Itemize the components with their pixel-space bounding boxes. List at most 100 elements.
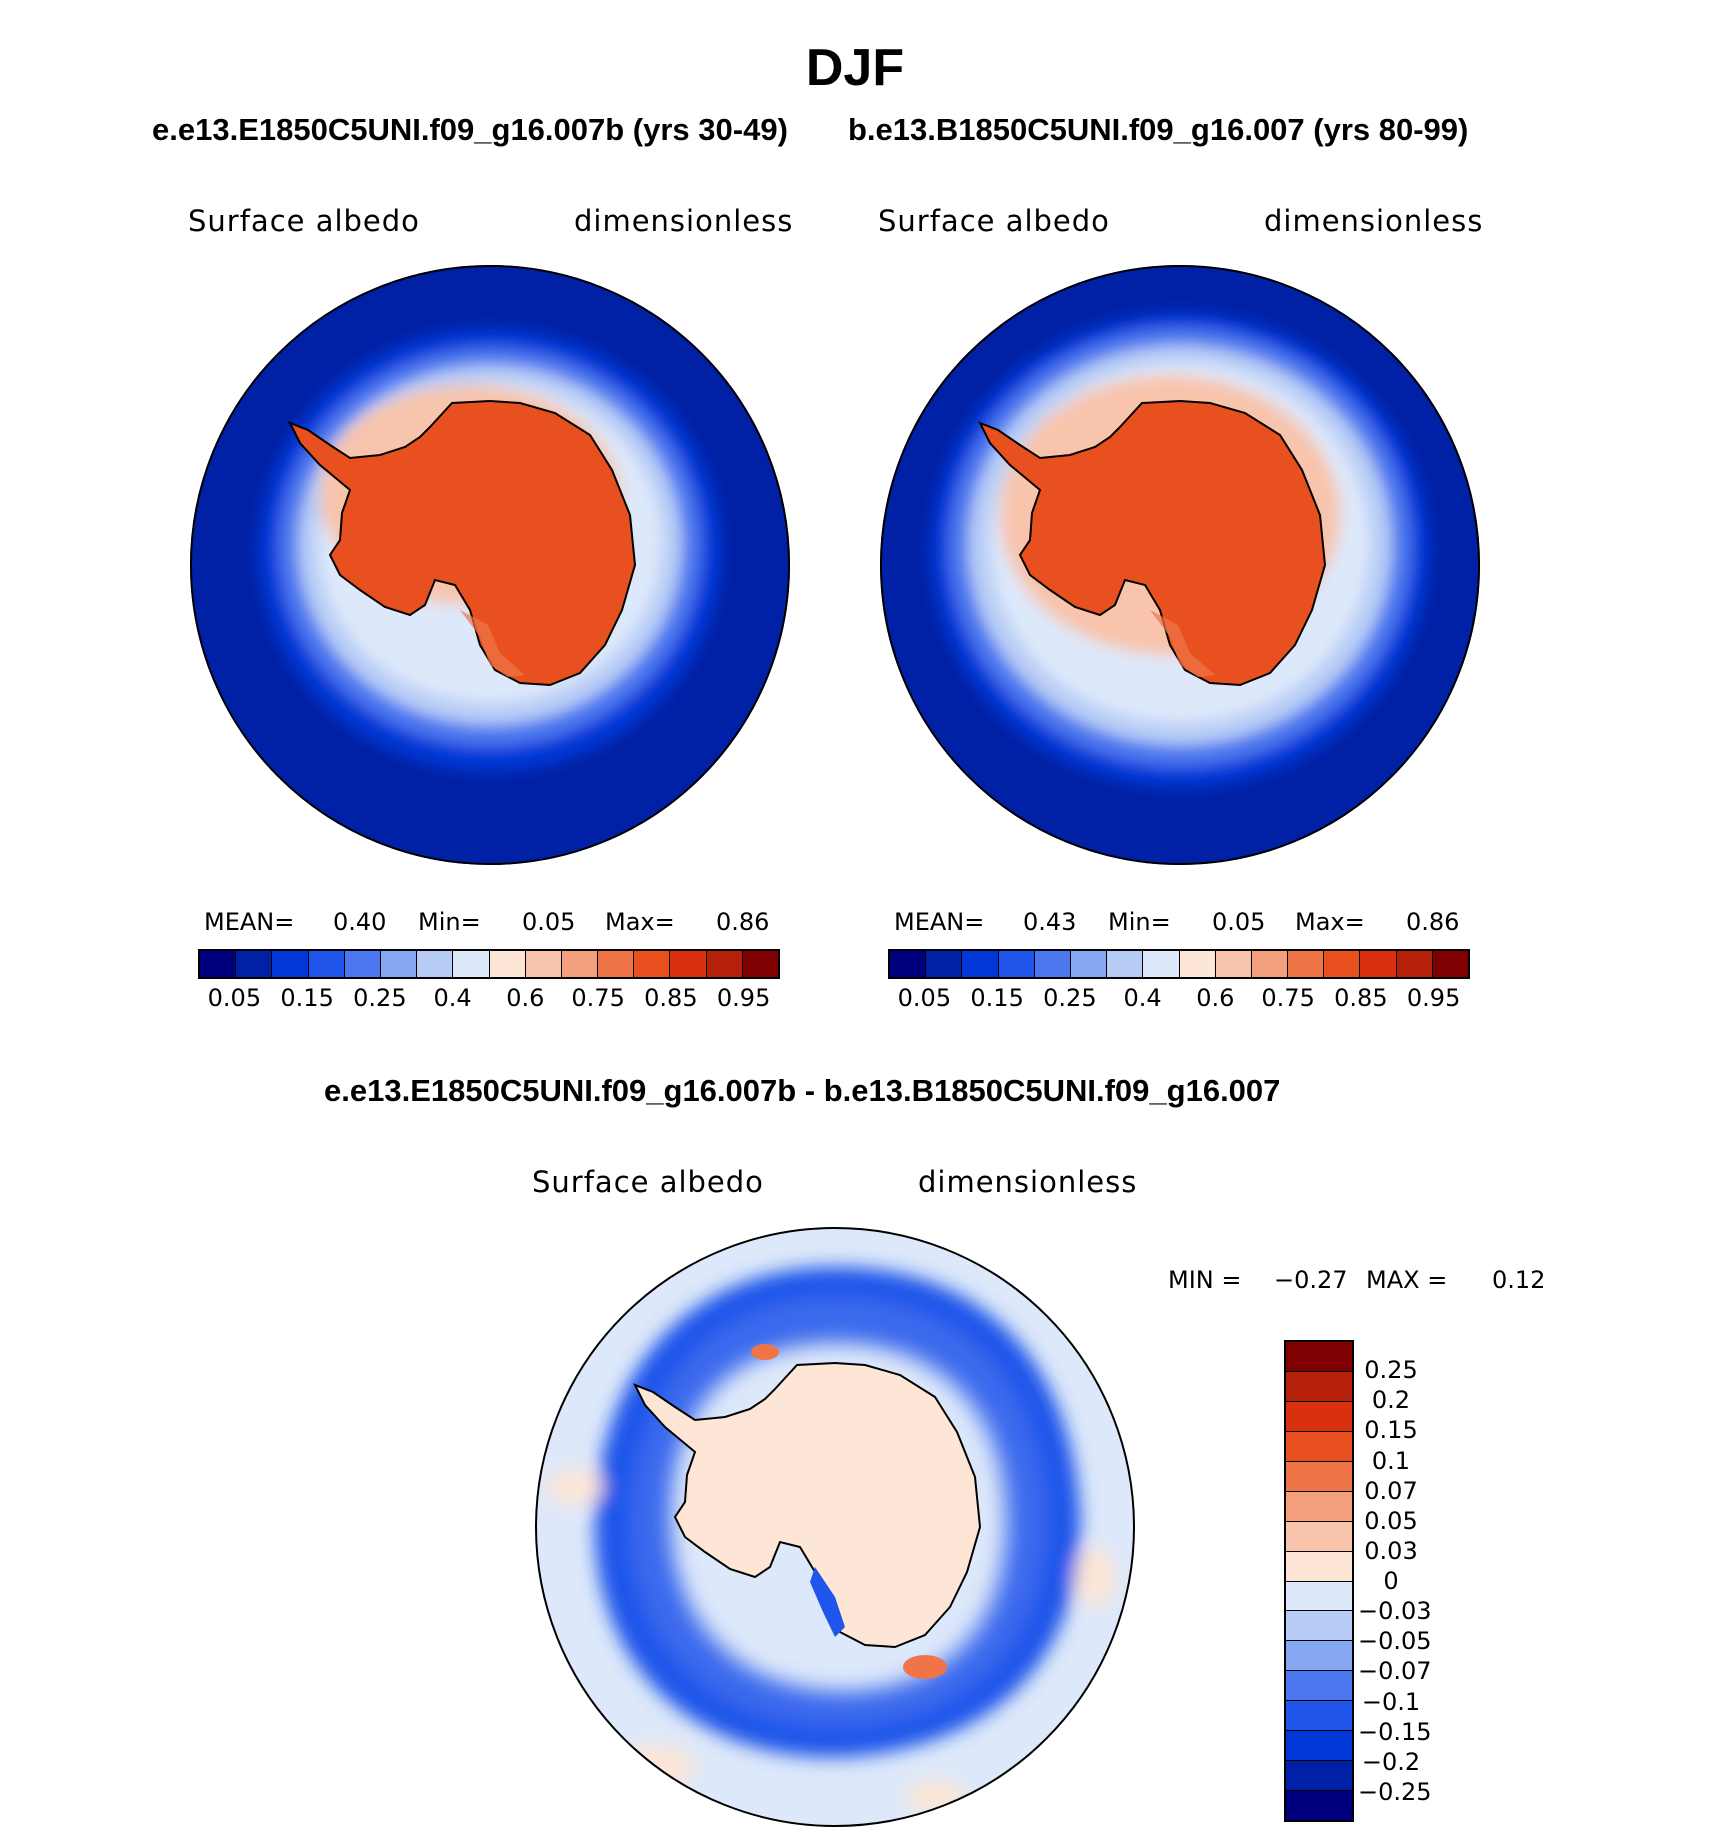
colorbar-swatch xyxy=(1286,1342,1352,1372)
ice-shelf-patch xyxy=(460,610,525,677)
colorbar-swatch xyxy=(1143,951,1180,977)
colorbar-tick-label: 0.25 xyxy=(353,984,407,1012)
colorbar-tick-label: 0.03 xyxy=(1364,1536,1418,1565)
colorbar-swatch xyxy=(453,951,490,977)
positive-patch-right xyxy=(1075,1547,1115,1607)
colorbar-tick-label: 0.6 xyxy=(506,984,545,1012)
diff-min-label: MIN = xyxy=(1168,1266,1242,1294)
colorbar-tick-label: 0.95 xyxy=(716,984,771,1012)
ice-shelf-patch xyxy=(1150,610,1215,677)
colorbar-tick-label: 0.4 xyxy=(433,984,472,1012)
panel2-mean-label: MEAN= xyxy=(894,908,985,936)
colorbar-swatch xyxy=(561,951,599,977)
colorbar-swatch xyxy=(525,951,562,977)
colorbar-swatch xyxy=(1179,951,1216,977)
negative-patch-rossea xyxy=(810,1567,845,1637)
panel2-mean-value: 0.43 xyxy=(1023,908,1077,936)
colorbar-swatch xyxy=(1286,1551,1352,1582)
colorbar-tick-label: 0.15 xyxy=(970,984,1024,1012)
panel1-mean-label: MEAN= xyxy=(204,908,295,936)
panel2-variable-label: Surface albedo xyxy=(878,204,1110,238)
colorbar-tick-label: −0.05 xyxy=(1358,1627,1432,1656)
colorbar-tick-label: 0.75 xyxy=(571,984,625,1012)
diff-variable-label: Surface albedo xyxy=(532,1165,764,1199)
colorbar-swatch xyxy=(598,951,635,977)
panel2-min-value: 0.05 xyxy=(1212,908,1266,936)
colorbar-tick-label: 0.2 xyxy=(1371,1386,1411,1415)
colorbar-swatch xyxy=(1396,951,1433,977)
colorbar-swatch xyxy=(1251,951,1289,977)
colorbar-tick-label: −0.2 xyxy=(1361,1747,1421,1776)
colorbar-swatch xyxy=(742,951,778,977)
panel1-min-value: 0.05 xyxy=(522,908,576,936)
diff-max-label: MAX = xyxy=(1366,1266,1448,1294)
subtitle-right: b.e13.B1850C5UNI.f09_g16.007 (yrs 80-99) xyxy=(848,112,1469,147)
colorbar-swatch xyxy=(200,951,237,977)
colorbar-panel2 xyxy=(888,949,1470,979)
colorbar-swatch xyxy=(1324,951,1361,977)
colorbar-swatch xyxy=(417,951,454,977)
diff-units-label: dimensionless xyxy=(918,1165,1138,1199)
colorbar-swatch xyxy=(962,951,999,977)
colorbar-tick-label: 0.05 xyxy=(897,984,952,1012)
colorbar-tick-label: 0.25 xyxy=(1043,984,1097,1012)
colorbar-tick-label: 0.95 xyxy=(1406,984,1461,1012)
colorbar-tick-label: −0.15 xyxy=(1358,1717,1432,1746)
colorbar-tick-label: 0.07 xyxy=(1364,1476,1418,1505)
colorbar-swatch xyxy=(1286,1521,1352,1552)
colorbar-swatch xyxy=(1286,1701,1352,1732)
colorbar-tick-label: −0.25 xyxy=(1358,1777,1432,1806)
colorbar-swatch xyxy=(1286,1761,1352,1792)
colorbar-swatch xyxy=(634,951,671,977)
colorbar-tick-label: 0.85 xyxy=(1334,984,1388,1012)
colorbar-swatch xyxy=(489,951,526,977)
albedo-map-panel2 xyxy=(880,265,1480,865)
positive-patch-eastantarctica xyxy=(903,1655,947,1679)
colorbar-tick-label: 0 xyxy=(1383,1567,1399,1595)
colorbar-swatch xyxy=(1286,1641,1352,1672)
colorbar-swatch xyxy=(890,951,927,977)
panel2-units-label: dimensionless xyxy=(1264,204,1484,238)
colorbar-tick-label: 0.15 xyxy=(280,984,334,1012)
colorbar-swatch xyxy=(1215,951,1252,977)
colorbar-swatch xyxy=(380,951,418,977)
main-title: DJF xyxy=(805,39,905,97)
panel1-max-label: Max= xyxy=(605,908,675,936)
map-border xyxy=(880,265,1480,865)
colorbar-swatch xyxy=(1286,1461,1352,1492)
colorbar-tick-label: 0.85 xyxy=(644,984,698,1012)
colorbar-swatch xyxy=(706,951,743,977)
colorbar-swatch xyxy=(1432,951,1468,977)
albedo-map-panel1 xyxy=(190,265,790,865)
colorbar-swatch xyxy=(998,951,1035,977)
colorbar-difference xyxy=(1284,1340,1354,1822)
colorbar-swatch xyxy=(1286,1401,1352,1432)
positive-patch-peninsula xyxy=(751,1344,779,1360)
panel1-max-value: 0.86 xyxy=(716,908,770,936)
panel1-mean-value: 0.40 xyxy=(333,908,387,936)
colorbar-tick-label: 0.75 xyxy=(1261,984,1315,1012)
colorbar-tick-label: 0.05 xyxy=(1364,1506,1418,1535)
colorbar-swatch xyxy=(1286,1371,1352,1402)
panel1-units-label: dimensionless xyxy=(574,204,794,238)
colorbar-tick-label: −0.07 xyxy=(1358,1657,1432,1686)
colorbar-tick-label: 0.1 xyxy=(1371,1446,1411,1475)
colorbar-swatch xyxy=(272,951,309,977)
colorbar-swatch xyxy=(236,951,273,977)
colorbar-swatch xyxy=(1107,951,1144,977)
antarctica-continent xyxy=(632,1361,982,1649)
colorbar-swatch xyxy=(1286,1731,1352,1762)
map-border xyxy=(535,1227,1135,1827)
panel2-min-label: Min= xyxy=(1108,908,1171,936)
colorbar-swatch xyxy=(1034,951,1071,977)
colorbar-swatch xyxy=(1286,1431,1352,1462)
colorbar-tick-label: −0.1 xyxy=(1361,1687,1421,1716)
colorbar-swatch xyxy=(670,951,707,977)
colorbar-swatch xyxy=(344,951,381,977)
colorbar-swatch xyxy=(1360,951,1397,977)
albedo-difference-map xyxy=(535,1227,1135,1827)
antarctica-continent xyxy=(977,399,1327,687)
diff-max-value: 0.12 xyxy=(1492,1266,1546,1294)
colorbar-swatch xyxy=(1286,1491,1352,1522)
subtitle-left: e.e13.E1850C5UNI.f09_g16.007b (yrs 30-49… xyxy=(152,112,788,147)
